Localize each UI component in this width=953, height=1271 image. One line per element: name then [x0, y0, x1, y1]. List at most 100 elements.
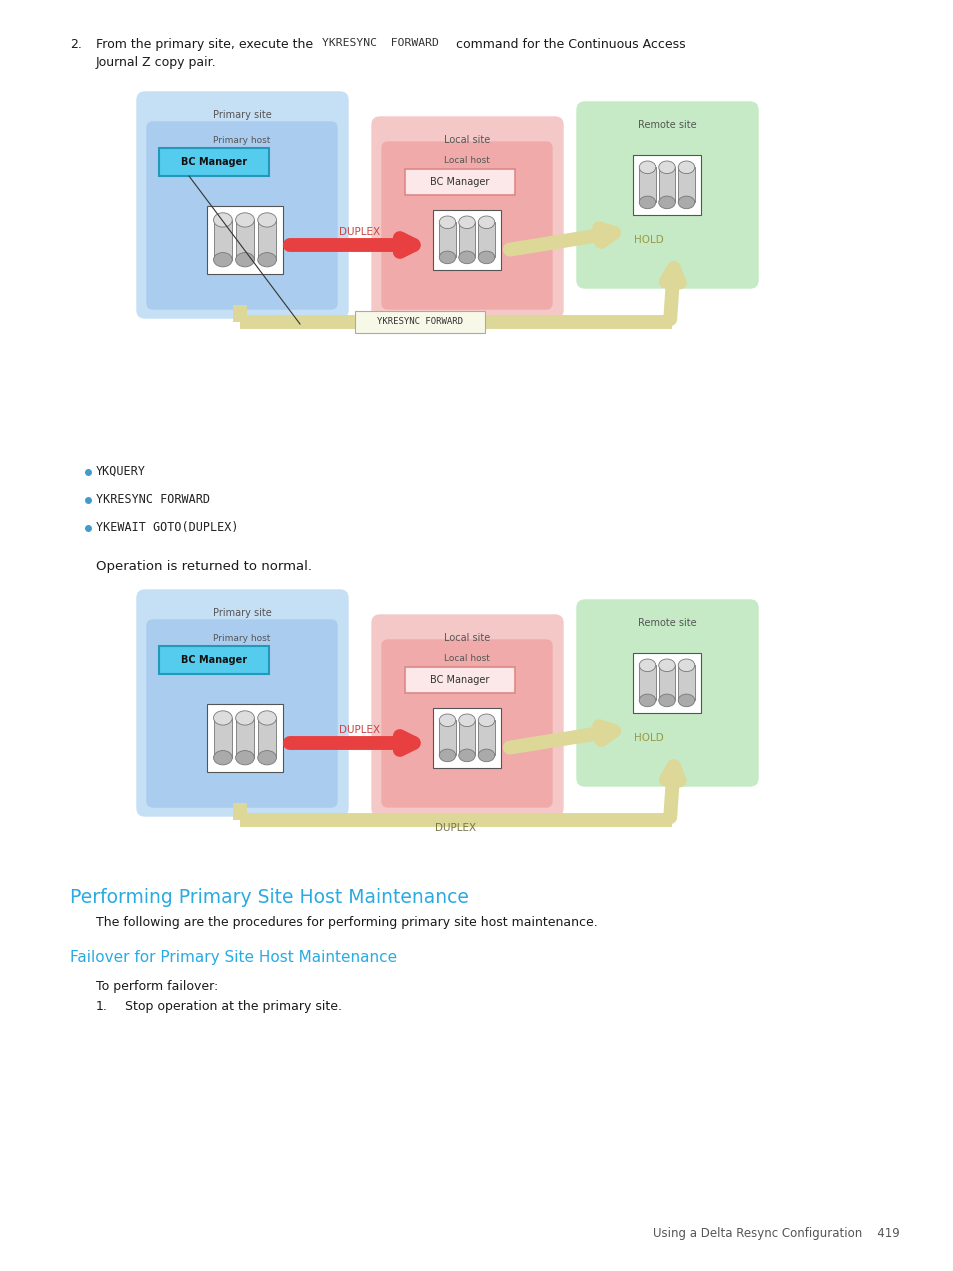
Ellipse shape: [639, 196, 655, 208]
Text: Primary site: Primary site: [213, 111, 272, 119]
Text: DUPLEX: DUPLEX: [338, 228, 379, 236]
Text: Primary host: Primary host: [213, 634, 271, 643]
Ellipse shape: [477, 252, 495, 263]
Text: Journal Z copy pair.: Journal Z copy pair.: [96, 56, 216, 69]
Text: Local site: Local site: [444, 135, 490, 145]
Ellipse shape: [659, 658, 675, 671]
Ellipse shape: [257, 751, 276, 765]
Bar: [257, 220, 276, 259]
Text: Primary host: Primary host: [213, 136, 271, 145]
Bar: [159, 147, 269, 175]
Text: 2.: 2.: [70, 38, 82, 51]
Ellipse shape: [639, 658, 655, 671]
Text: Using a Delta Resync Configuration    419: Using a Delta Resync Configuration 419: [653, 1227, 899, 1240]
Ellipse shape: [678, 161, 694, 174]
FancyBboxPatch shape: [577, 102, 758, 289]
Ellipse shape: [438, 216, 456, 229]
Bar: [458, 721, 475, 755]
Bar: [235, 220, 254, 259]
Ellipse shape: [477, 749, 495, 761]
Bar: [477, 721, 495, 755]
Text: HOLD: HOLD: [634, 733, 663, 744]
Ellipse shape: [235, 253, 254, 267]
Text: 1.: 1.: [96, 1000, 108, 1013]
FancyBboxPatch shape: [577, 600, 758, 785]
Ellipse shape: [257, 710, 276, 724]
Bar: [405, 667, 515, 693]
Bar: [633, 155, 700, 215]
Bar: [458, 222, 475, 258]
Bar: [213, 220, 232, 259]
Ellipse shape: [659, 694, 675, 707]
Ellipse shape: [458, 252, 475, 263]
Ellipse shape: [235, 710, 254, 724]
Bar: [355, 311, 484, 333]
FancyBboxPatch shape: [372, 117, 562, 318]
Bar: [639, 665, 655, 700]
Text: Remote site: Remote site: [638, 119, 696, 130]
Bar: [207, 206, 283, 275]
Bar: [213, 718, 232, 758]
Ellipse shape: [438, 714, 456, 727]
Text: Stop operation at the primary site.: Stop operation at the primary site.: [125, 1000, 341, 1013]
Ellipse shape: [438, 252, 456, 263]
Ellipse shape: [213, 253, 232, 267]
Bar: [433, 210, 500, 269]
Text: command for the Continuous Access: command for the Continuous Access: [452, 38, 685, 51]
Bar: [257, 718, 276, 758]
Ellipse shape: [477, 216, 495, 229]
Bar: [159, 646, 269, 674]
Ellipse shape: [438, 749, 456, 761]
Ellipse shape: [678, 196, 694, 208]
Text: BC Manager: BC Manager: [430, 177, 489, 187]
Ellipse shape: [235, 212, 254, 228]
Bar: [235, 718, 254, 758]
Ellipse shape: [213, 212, 232, 228]
Ellipse shape: [257, 212, 276, 228]
Text: HOLD: HOLD: [634, 235, 663, 245]
Ellipse shape: [235, 751, 254, 765]
Text: YKRESYNC FORWARD: YKRESYNC FORWARD: [96, 493, 210, 506]
FancyBboxPatch shape: [137, 92, 348, 318]
Text: Failover for Primary Site Host Maintenance: Failover for Primary Site Host Maintenan…: [70, 949, 396, 965]
Text: The following are the procedures for performing primary site host maintenance.: The following are the procedures for per…: [96, 916, 598, 929]
Bar: [659, 665, 675, 700]
FancyBboxPatch shape: [381, 641, 552, 807]
Text: From the primary site, execute the: From the primary site, execute the: [96, 38, 316, 51]
Ellipse shape: [639, 694, 655, 707]
Bar: [639, 168, 655, 202]
Bar: [477, 222, 495, 258]
Ellipse shape: [678, 658, 694, 671]
Text: Local site: Local site: [444, 633, 490, 643]
Ellipse shape: [458, 749, 475, 761]
Text: BC Manager: BC Manager: [430, 675, 489, 685]
Ellipse shape: [659, 196, 675, 208]
Ellipse shape: [458, 714, 475, 727]
Text: DUPLEX: DUPLEX: [435, 824, 476, 833]
Bar: [438, 222, 456, 258]
Bar: [659, 168, 675, 202]
Text: YKRESYNC  FORWARD: YKRESYNC FORWARD: [322, 38, 438, 48]
Bar: [207, 704, 283, 771]
Text: BC Manager: BC Manager: [181, 655, 247, 665]
Ellipse shape: [458, 216, 475, 229]
Text: DUPLEX: DUPLEX: [338, 724, 379, 735]
Bar: [633, 653, 700, 713]
FancyBboxPatch shape: [147, 620, 336, 807]
Ellipse shape: [213, 710, 232, 724]
Bar: [433, 708, 500, 768]
Text: YKRESYNC FORWARD: YKRESYNC FORWARD: [376, 318, 462, 327]
Ellipse shape: [257, 253, 276, 267]
Ellipse shape: [477, 714, 495, 727]
Text: Remote site: Remote site: [638, 618, 696, 628]
FancyBboxPatch shape: [381, 142, 552, 309]
Text: To perform failover:: To perform failover:: [96, 980, 218, 993]
Text: Local host: Local host: [443, 156, 490, 165]
FancyBboxPatch shape: [372, 615, 562, 816]
Text: YKEWAIT GOTO(DUPLEX): YKEWAIT GOTO(DUPLEX): [96, 521, 238, 534]
Bar: [678, 665, 694, 700]
Bar: [438, 721, 456, 755]
Text: YKQUERY: YKQUERY: [96, 465, 146, 478]
Bar: [678, 168, 694, 202]
Text: Primary site: Primary site: [213, 608, 272, 618]
